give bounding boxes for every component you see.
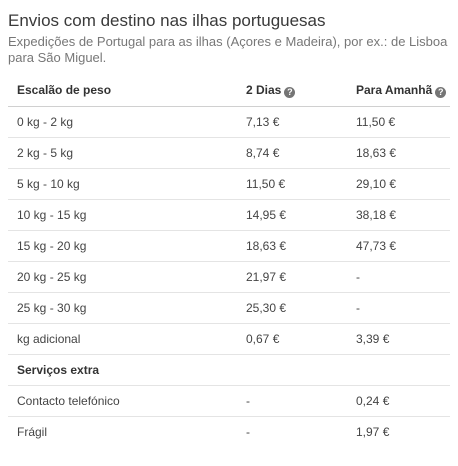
two-days-price-cell: 14,95 €	[237, 199, 347, 231]
two-days-price-cell: 8,74 €	[237, 137, 347, 169]
two-days-price-cell: 7,13 €	[237, 106, 347, 138]
table-row: 15 kg - 20 kg 18,63 € 47,73 €	[8, 230, 450, 262]
table-row: 20 kg - 25 kg 21,97 € -	[8, 261, 450, 293]
tomorrow-price-cell: 18,63 €	[347, 137, 450, 169]
tomorrow-price-cell: -	[347, 292, 450, 324]
weight-cell: 10 kg - 15 kg	[8, 199, 237, 231]
weight-cell: kg adicional	[8, 323, 237, 355]
table-header-row: Escalão de peso 2 Dias? Para Amanhã?	[8, 75, 450, 107]
tomorrow-price-cell: 38,18 €	[347, 199, 450, 231]
column-header-two-days: 2 Dias?	[237, 75, 347, 107]
table-row: kg adicional 0,67 € 3,39 €	[8, 323, 450, 355]
service-cell: Frágil	[17, 424, 48, 439]
two-days-price-cell: 0,67 €	[237, 323, 347, 355]
table-row: 25 kg - 30 kg 25,30 € -	[8, 292, 450, 324]
weight-cell: 5 kg - 10 kg	[8, 168, 237, 200]
page-title: Envios com destino nas ilhas portuguesas	[8, 11, 326, 30]
extras-section-row: Serviços extra	[8, 354, 450, 386]
two-days-price-cell: 25,30 €	[237, 292, 347, 324]
table-row: 10 kg - 15 kg 14,95 € 38,18 €	[8, 199, 450, 231]
empty-cell	[237, 354, 347, 386]
help-circle-icon[interactable]: ?	[284, 86, 296, 98]
column-header-tomorrow: Para Amanhã?	[347, 75, 450, 107]
weight-cell: 2 kg - 5 kg	[8, 137, 237, 169]
table-row: 0 kg - 2 kg 7,13 € 11,50 €	[8, 106, 450, 138]
column-header-weight: Escalão de peso	[8, 75, 237, 107]
table-row: Contacto telefónico - 0,24 €	[8, 385, 450, 417]
weight-cell: 0 kg - 2 kg	[8, 106, 237, 138]
table-row: 2 kg - 5 kg 8,74 € 18,63 €	[8, 137, 450, 169]
tomorrow-price-cell: 47,73 €	[347, 230, 450, 262]
help-circle-icon[interactable]: ?	[435, 86, 447, 98]
page-subtitle: Expedições de Portugal para as ilhas (Aç…	[8, 34, 448, 65]
tomorrow-price-cell: 1,97 €	[356, 424, 390, 439]
table-row: Frágil - 1,97 €	[8, 416, 450, 447]
empty-cell	[347, 354, 450, 386]
tomorrow-price-cell: 0,24 €	[347, 385, 450, 417]
tomorrow-price-cell: 3,39 €	[347, 323, 450, 355]
two-days-price-cell: -	[246, 424, 250, 439]
two-days-price-cell: 18,63 €	[237, 230, 347, 262]
tomorrow-price-cell: 29,10 €	[347, 168, 450, 200]
weight-cell: 20 kg - 25 kg	[8, 261, 237, 293]
rates-table: Escalão de peso 2 Dias? Para Amanhã? 0 k…	[8, 75, 450, 447]
two-days-price-cell: 11,50 €	[237, 168, 347, 200]
service-cell: Contacto telefónico	[8, 385, 237, 417]
tomorrow-price-cell: -	[347, 261, 450, 293]
two-days-price-cell: 21,97 €	[237, 261, 347, 293]
two-days-price-cell: -	[237, 385, 347, 417]
weight-cell: 25 kg - 30 kg	[8, 292, 237, 324]
weight-cell: 15 kg - 20 kg	[8, 230, 237, 262]
table-row: 5 kg - 10 kg 11,50 € 29,10 €	[8, 168, 450, 200]
extras-heading: Serviços extra	[8, 354, 237, 386]
tomorrow-price-cell: 11,50 €	[347, 106, 450, 138]
